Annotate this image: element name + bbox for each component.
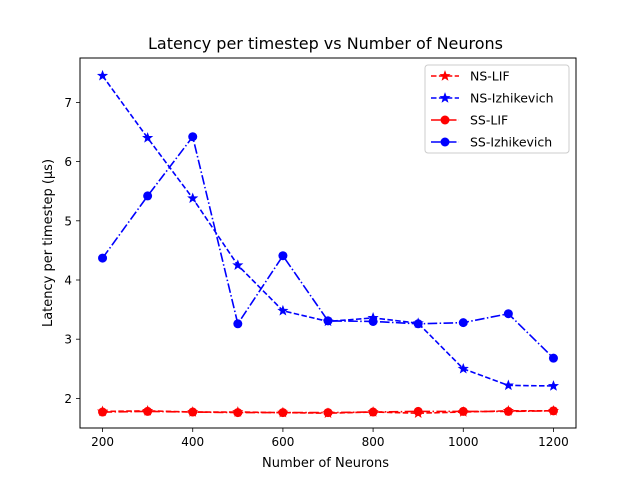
data-point xyxy=(96,69,109,81)
legend-marker xyxy=(439,70,451,81)
data-point xyxy=(188,132,198,142)
legend-marker xyxy=(440,137,450,147)
x-tick-label: 1000 xyxy=(448,435,479,449)
plot-frame xyxy=(79,57,577,429)
x-tick-label: 400 xyxy=(181,435,204,449)
y-tick-label: 6 xyxy=(64,155,72,169)
data-point xyxy=(323,408,333,418)
y-tick-label: 7 xyxy=(64,96,72,110)
data-point xyxy=(413,319,423,329)
data-point xyxy=(233,408,243,418)
data-point xyxy=(502,379,514,391)
data-point xyxy=(98,253,108,263)
data-point xyxy=(278,408,288,418)
legend-box xyxy=(424,64,570,154)
data-point xyxy=(143,406,153,416)
data-point xyxy=(503,309,513,319)
x-tick-label: 200 xyxy=(91,435,114,449)
y-tick-label: 2 xyxy=(64,392,72,406)
data-point xyxy=(187,192,199,204)
data-point xyxy=(413,406,423,416)
chart-title: Latency per timestep vs Number of Neuron… xyxy=(148,34,503,53)
data-point xyxy=(368,407,378,417)
legend-label: SS-Izhikevich xyxy=(470,135,552,150)
data-point xyxy=(188,407,198,417)
data-point xyxy=(458,406,468,416)
data-point xyxy=(458,318,468,328)
y-tick-label: 3 xyxy=(64,333,72,347)
data-point xyxy=(232,259,244,270)
data-point xyxy=(277,304,289,316)
legend-marker xyxy=(440,115,450,125)
data-point xyxy=(233,319,243,329)
legend-label: SS-LIF xyxy=(470,113,508,128)
x-tick-label: 800 xyxy=(362,435,385,449)
x-axis-label: Number of Neurons xyxy=(262,456,389,471)
data-point xyxy=(98,407,108,417)
legend-marker xyxy=(439,92,451,103)
y-axis-label: Latency per timestep (µs) xyxy=(41,159,56,327)
x-tick-label: 1200 xyxy=(538,435,569,449)
legend: NS-LIF NS-Izhikevich SS-LIF SS-Izhikevich xyxy=(424,64,570,154)
series-markers xyxy=(96,69,560,418)
data-point xyxy=(143,191,153,201)
series-line-3 xyxy=(101,134,555,359)
y-tick-label: 4 xyxy=(64,274,72,288)
data-point xyxy=(142,132,154,143)
y-tick-label: 5 xyxy=(64,214,72,228)
data-point xyxy=(368,316,378,326)
legend-label: NS-LIF xyxy=(470,69,510,84)
data-point xyxy=(457,362,469,374)
data-point xyxy=(323,316,333,326)
data-point xyxy=(548,353,558,363)
axis-ticks: 200 400 600 800 1000 1200 2 3 4 5 6 7 xyxy=(64,96,568,449)
data-point xyxy=(548,406,558,416)
x-tick-label: 600 xyxy=(271,435,294,449)
data-point xyxy=(278,251,288,261)
data-point xyxy=(547,380,560,391)
legend-label: NS-Izhikevich xyxy=(470,91,554,106)
data-point xyxy=(503,406,513,416)
